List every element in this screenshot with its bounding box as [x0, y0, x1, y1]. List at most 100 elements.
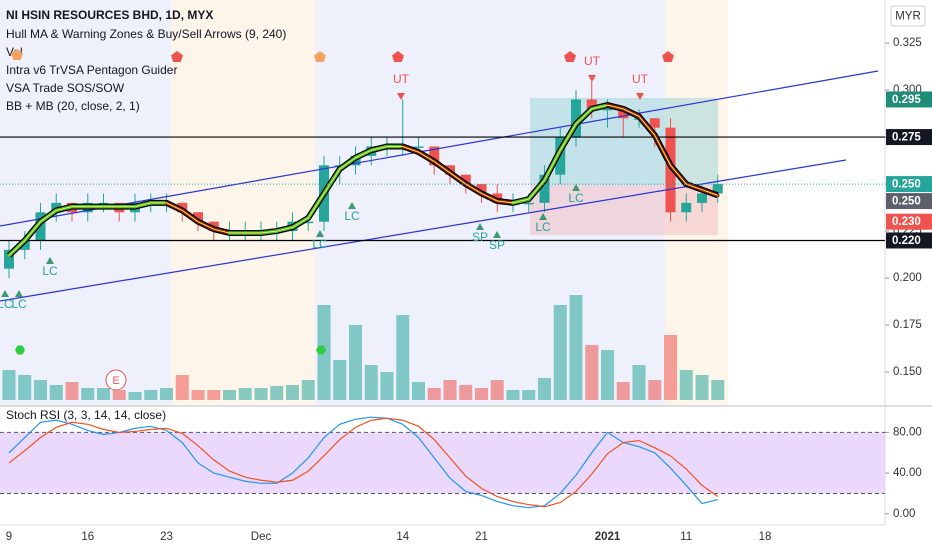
candle-body [413, 146, 424, 148]
indicator-name: Intra v6 TrVSA Pentagon Guider [6, 63, 177, 77]
candle-body [476, 184, 487, 194]
currency[interactable]: MYR [895, 11, 921, 23]
zones [0, 0, 728, 405]
price-badge-label: 0.250 [892, 196, 921, 208]
hull-core [654, 134, 671, 166]
hull-core [623, 108, 640, 117]
hull-core [575, 108, 593, 125]
candle-body [460, 174, 471, 185]
volume-bar [333, 360, 347, 400]
volume-bar [490, 380, 504, 400]
sell-arrow [588, 75, 596, 82]
volume-bar [364, 365, 378, 400]
candle-body [539, 174, 550, 203]
hull-core [134, 202, 151, 208]
hull-core [607, 104, 624, 110]
buy-arrow [316, 230, 324, 237]
volume-bar [207, 390, 221, 400]
volume-bar [65, 382, 79, 400]
pentagon [314, 51, 326, 62]
hull-core [544, 149, 561, 181]
pentagon [564, 51, 576, 62]
signal-label: LC [535, 220, 551, 234]
candle-body [649, 118, 660, 128]
candle-body [429, 146, 440, 166]
price-badge [886, 129, 932, 146]
candle-body [35, 212, 46, 241]
signal-label: LC [11, 297, 27, 311]
y-tick-label: 0.00 [893, 508, 915, 520]
price-badge [886, 232, 932, 249]
signal-label: LC [568, 191, 584, 205]
hull-core [512, 198, 529, 204]
price-badge [886, 193, 932, 210]
pentagon [662, 51, 674, 62]
volume-bar [695, 375, 709, 400]
volume-bar [585, 345, 599, 400]
hull-core [213, 228, 230, 234]
y-tick-label: 0.150 [893, 366, 922, 378]
hull-core [260, 230, 277, 234]
buy-arrow [15, 290, 23, 297]
volume-bar [49, 385, 63, 400]
price-badge-label: 0.250 [892, 179, 921, 191]
volume-bar [711, 380, 725, 400]
price-badge-label: 0.275 [892, 132, 921, 144]
buy-arrow [493, 231, 501, 238]
signal-label: LC [42, 264, 58, 278]
volume-bar [301, 380, 315, 400]
signal-label: SP [472, 230, 488, 244]
hull-core [323, 168, 341, 194]
volume-bar [112, 390, 126, 400]
oscillator-line [8, 417, 719, 508]
volume-bar [223, 390, 236, 400]
y-tick-label: 0.325 [893, 37, 922, 49]
hull-core [292, 217, 309, 228]
y-tick-label: 80.00 [893, 426, 922, 438]
volume-bar [506, 390, 520, 400]
volume-bar [144, 390, 158, 400]
hull-core [686, 183, 703, 191]
hull-core [481, 193, 498, 202]
hull-core [449, 172, 467, 185]
price-badge-label: 0.220 [892, 235, 921, 247]
volume-bar [616, 382, 630, 400]
volume-bar [396, 315, 410, 400]
volume-bar [286, 385, 299, 400]
hull-core [670, 164, 687, 185]
volume-bar [34, 380, 47, 400]
hull-core [402, 145, 419, 153]
signal-label: LC [312, 237, 328, 251]
volume-bar [270, 386, 284, 400]
volume-bar [160, 388, 173, 400]
volume-bar [522, 390, 536, 400]
price-badge [886, 176, 932, 193]
legend: NI HSIN RESOURCES BHD, 1D, MYX Hull MA &… [6, 8, 286, 422]
candle-body [602, 108, 613, 111]
earnings-marker [105, 369, 127, 391]
hull-core [8, 240, 26, 256]
volume-bar [569, 295, 583, 400]
hull-core [638, 116, 656, 136]
y-tick-label: 0.200 [893, 272, 922, 284]
hull-core [181, 209, 199, 223]
candle-body [4, 249, 14, 269]
indicator-name: BB + MB (20, close, 2, 1) [6, 99, 140, 113]
hull-core [56, 206, 73, 211]
volume-bar [254, 388, 268, 400]
volume-bar [427, 388, 441, 400]
volume-bar [538, 378, 551, 400]
hull-core [276, 226, 293, 232]
y-tick-label: 40.00 [893, 467, 922, 479]
buy-arrow [572, 184, 580, 191]
candle-body [523, 202, 534, 205]
hull-core [355, 149, 372, 159]
currency-button[interactable] [890, 5, 926, 27]
hull-core [528, 179, 545, 200]
hull-core [307, 193, 325, 219]
sell-arrow [636, 93, 644, 100]
hull-core [465, 183, 482, 194]
candle-body [681, 202, 692, 213]
volume-bar [175, 375, 189, 400]
